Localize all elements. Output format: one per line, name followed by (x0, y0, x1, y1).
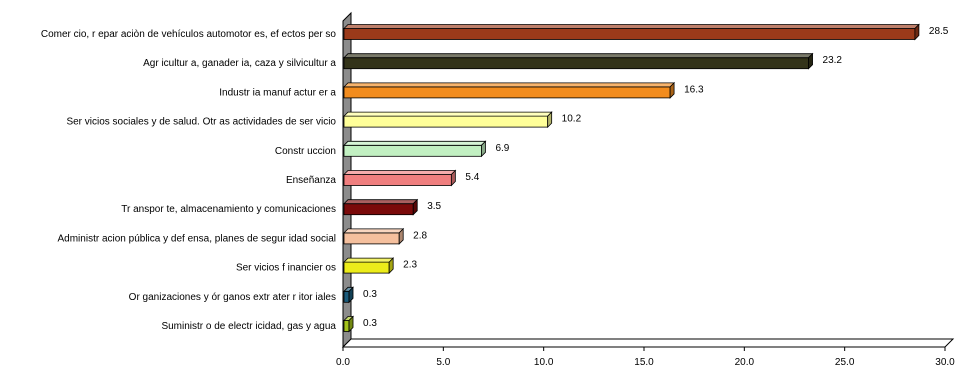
value-label: 0.3 (363, 318, 377, 329)
bar-end (547, 111, 553, 129)
bar-top (343, 53, 814, 59)
x-tick-label: 25.0 (835, 357, 855, 368)
bar-end (348, 286, 354, 304)
category-label: Ser vicios sociales y de salud. Otr as a… (66, 117, 336, 128)
category-label: Administr acion pública y def ensa, plan… (58, 233, 337, 244)
category-labels: Comer cio, r epar aciòn de vehículos aut… (41, 29, 337, 332)
chart-floor-panel (341, 338, 955, 348)
category-label: Suministr o de electr icidad, gas y agua (161, 321, 336, 332)
category-label: Agr icultur a, ganader ia, caza y silvic… (143, 58, 336, 69)
bar-front (343, 290, 350, 303)
bar (343, 198, 419, 216)
value-label: 6.9 (495, 143, 509, 154)
bar-front (343, 86, 671, 99)
bar (343, 140, 487, 158)
bar (343, 227, 405, 245)
bar-front (343, 28, 916, 40)
x-tick-label: 30.0 (935, 357, 955, 368)
bar-top (343, 24, 920, 29)
value-label: 16.3 (684, 84, 704, 95)
bar (343, 169, 457, 187)
bar-end (669, 81, 675, 99)
value-label: 23.2 (823, 55, 843, 66)
bar (343, 257, 395, 275)
bars-group (343, 23, 920, 333)
bar-front (343, 115, 549, 128)
x-tick-label: 15.0 (634, 357, 654, 368)
category-label: Constr uccion (275, 146, 336, 157)
bar (343, 111, 553, 129)
bar-end (450, 169, 456, 187)
bar (343, 23, 920, 41)
category-label: Tr anspor te, almacenamiento y comunicac… (121, 204, 336, 215)
value-label: 2.3 (403, 260, 417, 271)
bar-front (343, 174, 452, 186)
bar-top (343, 199, 419, 205)
value-label: 5.4 (465, 172, 479, 183)
bar-end (388, 257, 394, 275)
x-tick-label: 0.0 (336, 357, 350, 368)
bar-end (481, 140, 486, 158)
x-tick-label: 20.0 (735, 357, 755, 368)
value-labels: 28.5 23.2 16.3 10.2 6.9 5.4 3.5 2.8 2.3 0.3 0.3 (363, 26, 949, 329)
bar-front (343, 261, 390, 274)
bar-front (343, 57, 809, 70)
value-label: 10.2 (562, 114, 582, 125)
category-label: Or ganizaciones y ór ganos extr ater r i… (129, 292, 336, 303)
bar-end (412, 198, 418, 216)
value-label: 2.8 (413, 230, 427, 241)
bar-end (914, 23, 920, 41)
value-label: 0.3 (363, 289, 377, 300)
bar-front (343, 203, 414, 216)
bar-front (343, 144, 482, 157)
bar-top (343, 111, 553, 117)
value-label: 3.5 (427, 201, 441, 212)
bar-end (348, 315, 354, 333)
bar-front (343, 232, 400, 245)
bar-end (808, 52, 813, 70)
x-tick-label: 5.0 (436, 357, 450, 368)
bar-end (398, 227, 404, 245)
x-tick-label: 10.0 (534, 357, 554, 368)
bar-top (343, 228, 405, 234)
bar-top (343, 82, 676, 88)
category-label: Comer cio, r epar aciòn de vehículos aut… (41, 29, 337, 40)
value-label: 28.5 (929, 26, 949, 37)
bar-top (343, 170, 457, 175)
bar (343, 286, 354, 304)
bar (343, 315, 354, 333)
category-label: Enseñanza (286, 175, 336, 186)
bar-front (343, 320, 350, 332)
bar (343, 52, 814, 70)
bar-top (343, 140, 487, 146)
x-axis: 0.0 5.0 10.0 15.0 20.0 25.0 30.0 (336, 346, 955, 368)
category-label: Industr ia manuf actur er a (219, 87, 336, 98)
bar-top (343, 257, 395, 263)
bar (343, 81, 676, 99)
category-label: Ser vicios f inancier os (236, 263, 336, 274)
